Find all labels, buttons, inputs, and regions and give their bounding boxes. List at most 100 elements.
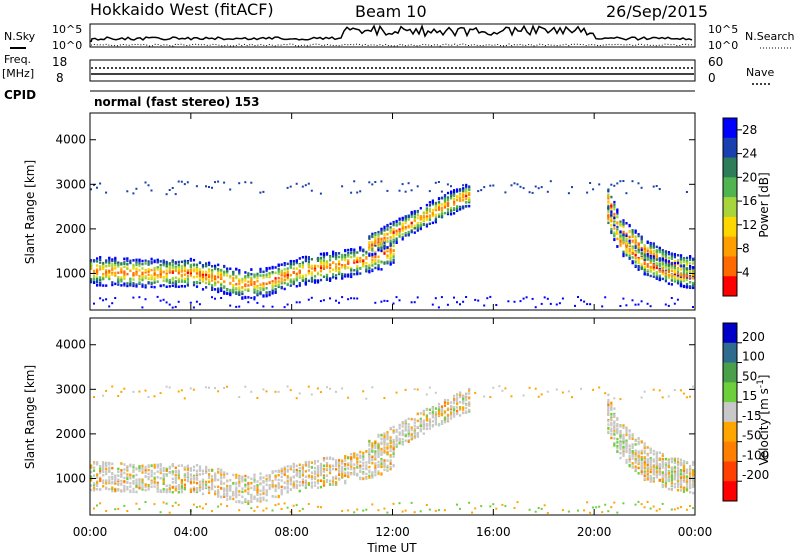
colorbar-swatch bbox=[723, 177, 737, 198]
echo-pixel bbox=[171, 281, 174, 284]
echo-pixel bbox=[292, 463, 295, 466]
echo-pixel bbox=[643, 451, 646, 455]
echo-pixel bbox=[607, 201, 610, 205]
echo-pixel bbox=[150, 276, 153, 279]
echo-pixel bbox=[613, 427, 616, 430]
echo-pixel bbox=[658, 478, 661, 482]
echo-pixel bbox=[198, 480, 202, 484]
echo-pixel bbox=[232, 286, 235, 289]
echo-pixel bbox=[679, 277, 683, 281]
echo-pixel bbox=[238, 484, 241, 488]
echo-pixel bbox=[280, 485, 283, 489]
echo-pixel bbox=[374, 301, 377, 304]
echo-pixel bbox=[238, 500, 241, 504]
echo-pixel bbox=[446, 196, 450, 199]
echo-pixel bbox=[398, 189, 401, 192]
echo-pixel bbox=[658, 246, 661, 250]
echo-pixel bbox=[643, 470, 646, 474]
echo-pixel bbox=[335, 464, 338, 468]
echo-pixel bbox=[667, 459, 670, 463]
echo-pixel bbox=[96, 484, 99, 487]
echo-pixel bbox=[377, 472, 380, 475]
echo-pixel bbox=[640, 236, 643, 239]
echo-pixel bbox=[171, 306, 174, 309]
echo-pixel bbox=[195, 266, 199, 269]
echo-pixel bbox=[631, 466, 634, 469]
echo-pixel bbox=[610, 216, 613, 220]
echo-pixel bbox=[235, 305, 238, 308]
echo-pixel bbox=[117, 467, 120, 471]
echo-pixel bbox=[123, 489, 126, 493]
echo-pixel bbox=[395, 436, 398, 440]
echo-pixel bbox=[244, 295, 247, 298]
echo-pixel bbox=[141, 482, 144, 486]
echo-pixel bbox=[425, 408, 428, 411]
echo-pixel bbox=[661, 459, 664, 463]
echo-pixel bbox=[102, 462, 105, 466]
echo-pixel bbox=[359, 266, 362, 270]
echo-pixel bbox=[546, 190, 549, 193]
echo-pixel bbox=[105, 470, 108, 474]
echo-pixel bbox=[368, 459, 371, 462]
echo-pixel bbox=[625, 238, 628, 241]
y-tick-label: 1000 bbox=[55, 266, 86, 280]
echo-pixel bbox=[383, 233, 386, 236]
echo-pixel bbox=[610, 412, 613, 416]
echo-pixel bbox=[223, 271, 226, 274]
echo-pixel bbox=[295, 471, 298, 474]
echo-pixel bbox=[250, 278, 253, 282]
echo-pixel bbox=[459, 192, 462, 195]
echo-pixel bbox=[368, 245, 371, 249]
echo-pixel bbox=[658, 263, 661, 266]
echo-pixel bbox=[658, 465, 661, 468]
echo-pixel bbox=[280, 263, 283, 266]
echo-pixel bbox=[223, 482, 226, 485]
echo-pixel bbox=[99, 467, 102, 471]
echo-pixel bbox=[692, 277, 695, 280]
echo-pixel bbox=[332, 464, 335, 468]
echo-pixel bbox=[613, 223, 616, 227]
echo-pixel bbox=[262, 276, 265, 279]
echo-pixel bbox=[389, 251, 392, 254]
echo-pixel bbox=[123, 282, 126, 285]
echo-pixel bbox=[389, 455, 392, 458]
echo-pixel bbox=[622, 233, 625, 236]
echo-pixel bbox=[192, 490, 196, 493]
echo-pixel bbox=[443, 203, 447, 206]
echo-pixel bbox=[126, 485, 129, 489]
echo-pixel bbox=[383, 438, 386, 441]
echo-pixel bbox=[374, 236, 377, 240]
echo-pixel bbox=[244, 271, 247, 274]
echo-pixel bbox=[329, 387, 331, 390]
echo-pixel bbox=[274, 284, 277, 287]
echo-pixel bbox=[226, 385, 229, 388]
echo-pixel bbox=[289, 467, 292, 471]
echo-pixel bbox=[332, 276, 335, 279]
echo-pixel bbox=[186, 468, 189, 471]
echo-pixel bbox=[144, 488, 147, 492]
echo-pixel bbox=[247, 484, 250, 487]
echo-pixel bbox=[177, 180, 180, 183]
echo-pixel bbox=[322, 457, 326, 460]
echo-pixel bbox=[277, 272, 280, 276]
echo-pixel bbox=[380, 241, 383, 244]
echo-pixel bbox=[371, 447, 374, 451]
echo-pixel bbox=[244, 296, 247, 300]
echo-pixel bbox=[108, 263, 111, 267]
echo-pixel bbox=[322, 474, 326, 477]
echo-pixel bbox=[301, 263, 304, 266]
echo-pixel bbox=[664, 472, 667, 475]
power-y-axis-label: Slant Range [km] bbox=[23, 160, 37, 264]
echo-pixel bbox=[649, 451, 652, 454]
echo-pixel bbox=[347, 472, 350, 476]
echo-pixel bbox=[159, 392, 162, 395]
echo-pixel bbox=[395, 430, 398, 433]
echo-pixel bbox=[347, 251, 350, 255]
echo-pixel bbox=[322, 482, 326, 485]
echo-pixel bbox=[174, 283, 177, 286]
colorbar-tick-label: 8 bbox=[742, 242, 750, 256]
echo-pixel bbox=[189, 387, 192, 390]
echo-pixel bbox=[395, 435, 398, 438]
echo-pixel bbox=[211, 273, 214, 276]
echo-pixel bbox=[132, 192, 135, 195]
